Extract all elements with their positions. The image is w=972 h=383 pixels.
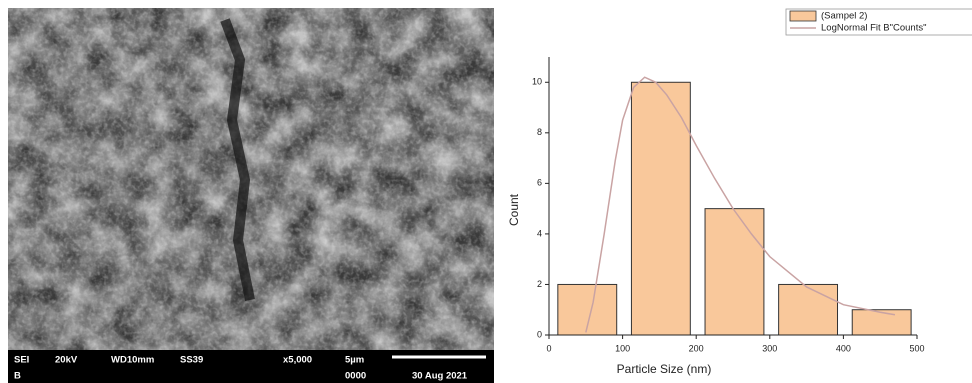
sem-label: 30 Aug 2021 [412,371,468,382]
x-tick-label: 0 [546,343,551,353]
y-axis-label: Count [507,193,521,226]
sem-label: SS39 [180,355,203,366]
sem-label: x5,000 [283,355,312,366]
y-tick-label: 4 [537,228,542,238]
y-tick-label: 0 [537,329,542,339]
x-tick-label: 400 [836,343,851,353]
x-tick-label: 100 [615,343,630,353]
bar [852,310,911,335]
x-axis-label: Particle Size (nm) [617,362,712,376]
sem-image: SEI B 20kV WD10mm SS39 x5,000 5µm 0000 3… [8,8,494,383]
legend-label: LogNormal Fit B"Counts" [821,23,926,34]
sem-label: 5µm [345,355,364,366]
sem-label: 0000 [345,371,366,382]
figure: SEI B 20kV WD10mm SS39 x5,000 5µm 0000 3… [0,0,972,383]
sem-label: 20kV [55,355,78,366]
legend-swatch [790,11,816,21]
sem-label: SEI [14,355,29,366]
sem-label: WD10mm [111,355,154,366]
bar [705,209,764,335]
legend-label: (Sampel 2) [821,11,867,22]
bar [779,284,838,335]
y-tick-label: 10 [532,77,542,87]
y-tick-label: 6 [537,178,542,188]
y-tick-label: 8 [537,127,542,137]
x-tick-label: 500 [909,343,924,353]
bar [631,82,690,335]
x-tick-label: 200 [689,343,704,353]
sem-label: B [14,371,21,382]
y-tick-label: 2 [537,279,542,289]
x-tick-label: 300 [762,343,777,353]
